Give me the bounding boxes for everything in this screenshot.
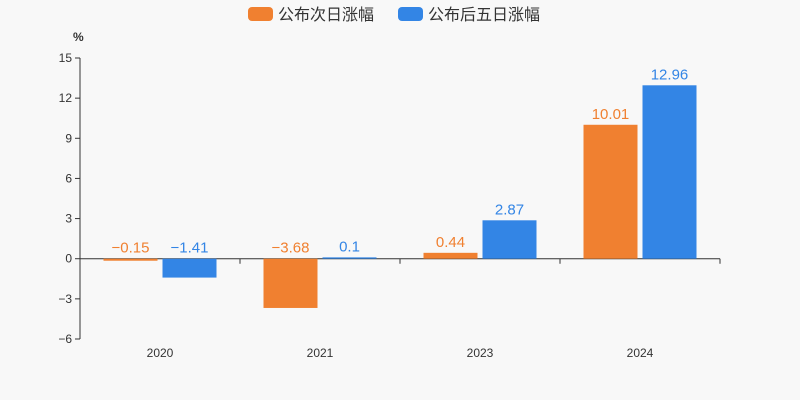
legend-item-1[interactable]: 公布次日涨幅 (248, 6, 374, 24)
legend: 公布次日涨幅 公布后五日涨幅 (248, 6, 540, 24)
legend-swatch (398, 7, 423, 21)
bar-chart: 公布次日涨幅 公布后五日涨幅 % −6 −3 0 3 6 9 12 15 2020 2021 202… (0, 0, 800, 400)
data-label: 0.44 (436, 234, 465, 251)
data-label: 0.1 (339, 238, 360, 255)
legend-label: 公布次日涨幅 (278, 6, 374, 24)
y-tick-label: 3 (65, 212, 72, 226)
y-tick-label: −3 (58, 292, 72, 306)
legend-swatch (248, 7, 273, 21)
y-axis-unit: % (73, 30, 84, 44)
bar-2023-series-1[interactable] (424, 253, 478, 259)
bar-2020-series-2[interactable] (163, 259, 217, 278)
bar-2024-series-2[interactable] (643, 85, 697, 258)
y-tick-label: −6 (58, 332, 72, 346)
bar-2021-series-1[interactable] (264, 259, 318, 308)
data-label: 12.96 (651, 66, 689, 83)
bar-2024-series-1[interactable] (584, 125, 638, 259)
y-tick-label: 9 (65, 131, 72, 145)
y-tick-label: 6 (65, 171, 72, 185)
legend-item-2[interactable]: 公布后五日涨幅 (398, 6, 540, 24)
y-tick-label: 15 (59, 51, 73, 65)
legend-label: 公布后五日涨幅 (428, 6, 540, 24)
data-label: 2.87 (495, 201, 524, 218)
y-axis: −6 −3 0 3 6 9 12 15 (58, 51, 80, 346)
x-tick-label: 2020 (147, 346, 174, 360)
data-label: −0.15 (112, 240, 150, 257)
x-tick-label: 2021 (307, 346, 334, 360)
y-tick-label: 0 (65, 252, 72, 266)
x-tick-label: 2023 (467, 346, 494, 360)
bar-2021-series-2[interactable] (323, 257, 377, 258)
bar-2020-series-1[interactable] (104, 259, 158, 261)
data-label: 10.01 (592, 106, 630, 123)
bar-2023-series-2[interactable] (483, 220, 537, 258)
data-label: −1.41 (171, 240, 209, 257)
y-tick-label: 12 (59, 91, 73, 105)
x-tick-label: 2024 (627, 346, 654, 360)
data-label: −3.68 (272, 240, 310, 257)
